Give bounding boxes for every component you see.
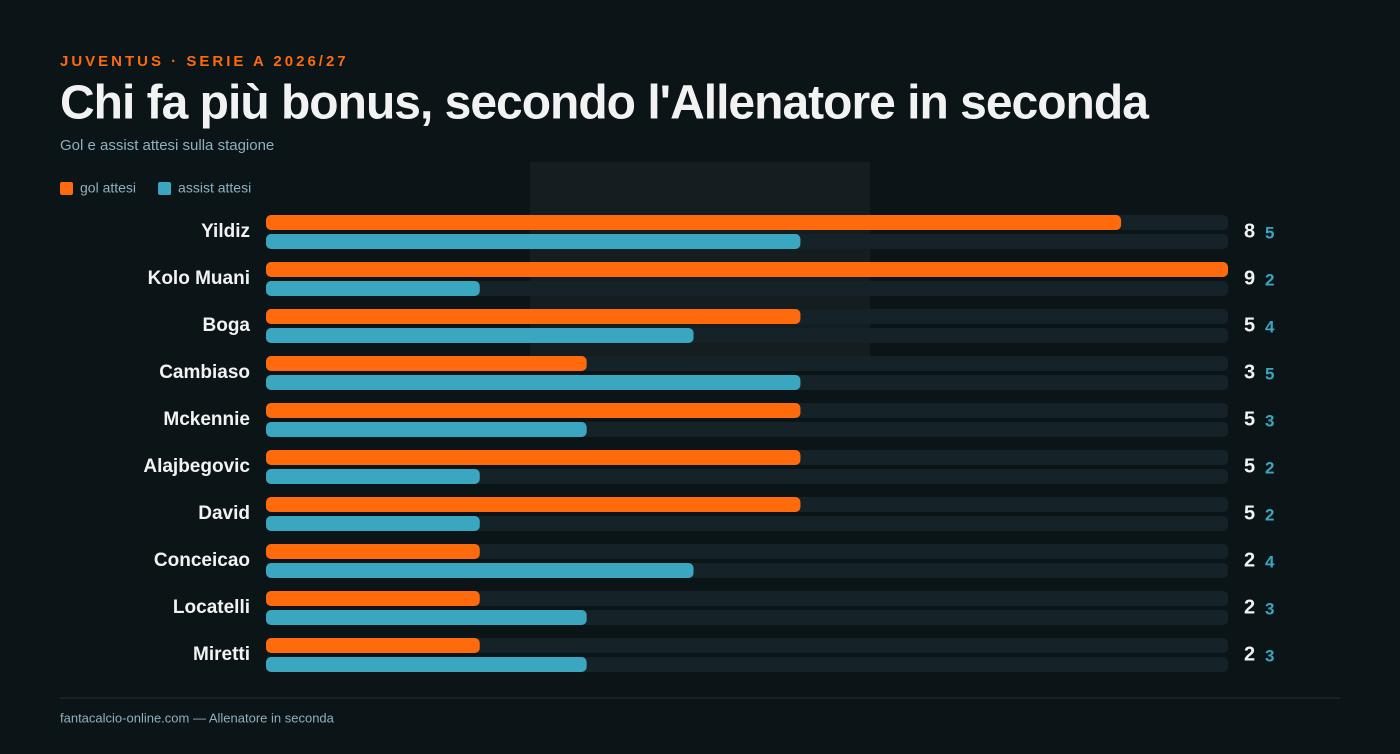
y-tick-label: Cambiaso (159, 362, 250, 383)
y-tick-label: Conceicao (154, 550, 250, 571)
subtitle: Gol e assist attesi sulla stagione (60, 137, 274, 154)
value-label: 9 (1244, 267, 1255, 289)
bar (266, 375, 801, 390)
bar-track (266, 544, 1228, 559)
value-label: 2 (1265, 270, 1274, 289)
bar (266, 309, 801, 324)
value-label: 3 (1244, 361, 1255, 383)
bar (266, 657, 587, 672)
value-label: 5 (1244, 455, 1255, 477)
value-label: 5 (1265, 223, 1274, 242)
y-tick-label: David (198, 503, 250, 524)
y-tick-label: Kolo Muani (148, 268, 250, 289)
bar (266, 234, 801, 249)
bar (266, 497, 801, 512)
bar (266, 610, 587, 625)
value-label: 2 (1244, 549, 1255, 571)
value-label: 3 (1265, 646, 1274, 665)
legend-label: assist attesi (178, 180, 251, 196)
value-label: 5 (1265, 364, 1274, 383)
y-tick-label: Miretti (193, 644, 250, 665)
bar (266, 516, 480, 531)
value-label: 5 (1244, 408, 1255, 430)
legend-label: gol attesi (80, 180, 136, 196)
value-label: 2 (1244, 596, 1255, 618)
bar-track (266, 281, 1228, 296)
legend-swatch (60, 182, 73, 195)
value-label: 2 (1244, 643, 1255, 665)
chart-title: Chi fa più bonus, secondo l'Allenatore i… (60, 77, 1149, 130)
value-label: 5 (1244, 502, 1255, 524)
y-tick-label: Alajbegovic (143, 456, 250, 477)
bar (266, 356, 587, 371)
bar (266, 215, 1122, 230)
y-tick-label: Boga (203, 315, 251, 336)
bar (266, 544, 480, 559)
value-label: 4 (1265, 552, 1275, 571)
value-label: 5 (1244, 314, 1255, 336)
value-label: 8 (1244, 220, 1255, 242)
y-tick-label: Locatelli (173, 597, 250, 618)
bar (266, 281, 480, 296)
bar (266, 422, 587, 437)
bar (266, 262, 1228, 277)
bar (266, 450, 801, 465)
bar (266, 469, 480, 484)
bar-track (266, 516, 1228, 531)
value-label: 2 (1265, 505, 1274, 524)
bar (266, 403, 801, 418)
value-label: 4 (1265, 317, 1275, 336)
eyebrow: JUVENTUS · SERIE A 2026/27 (60, 53, 349, 70)
bar (266, 563, 694, 578)
y-tick-label: Mckennie (163, 409, 250, 430)
y-tick-label: Yildiz (201, 221, 250, 242)
bar (266, 638, 480, 653)
bar-track (266, 469, 1228, 484)
value-label: 3 (1265, 599, 1274, 618)
bar-track (266, 591, 1228, 606)
bar (266, 328, 694, 343)
footer: fantacalcio-online.com — Allenatore in s… (60, 710, 335, 725)
value-label: 3 (1265, 411, 1274, 430)
legend-swatch (158, 182, 172, 195)
value-label: 2 (1265, 458, 1274, 477)
bar (266, 591, 480, 606)
bar-track (266, 638, 1228, 653)
